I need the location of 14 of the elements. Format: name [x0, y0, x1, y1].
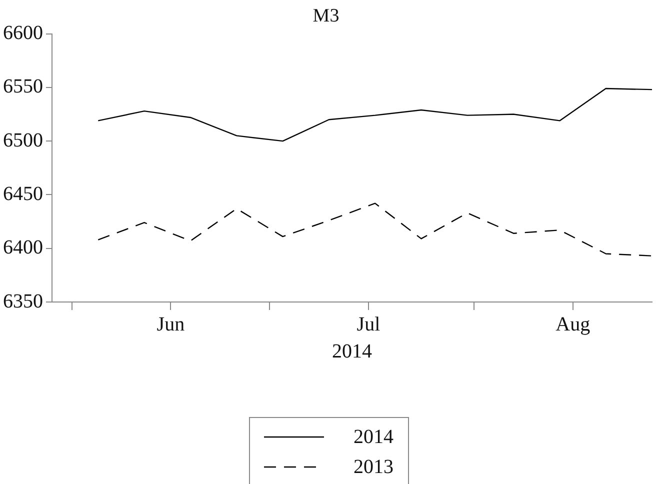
x-tick-label: Jun	[156, 313, 185, 336]
y-tick-label: 6500	[3, 129, 43, 152]
x-axis-title: 2014	[332, 340, 372, 362]
x-tick-label: Jul	[356, 313, 381, 336]
y-tick-label: 6600	[3, 22, 43, 44]
y-tick-label: 6550	[3, 76, 43, 98]
legend-label: 2013	[354, 456, 394, 478]
y-tick-label: 6350	[3, 290, 43, 312]
y-tick-label: 6450	[3, 182, 43, 205]
line-series	[98, 202, 652, 256]
x-tick-label: Aug	[556, 313, 590, 336]
legend-label: 2014	[354, 426, 394, 448]
chart-title: M3	[312, 5, 340, 26]
y-tick-label: 6400	[3, 236, 43, 259]
